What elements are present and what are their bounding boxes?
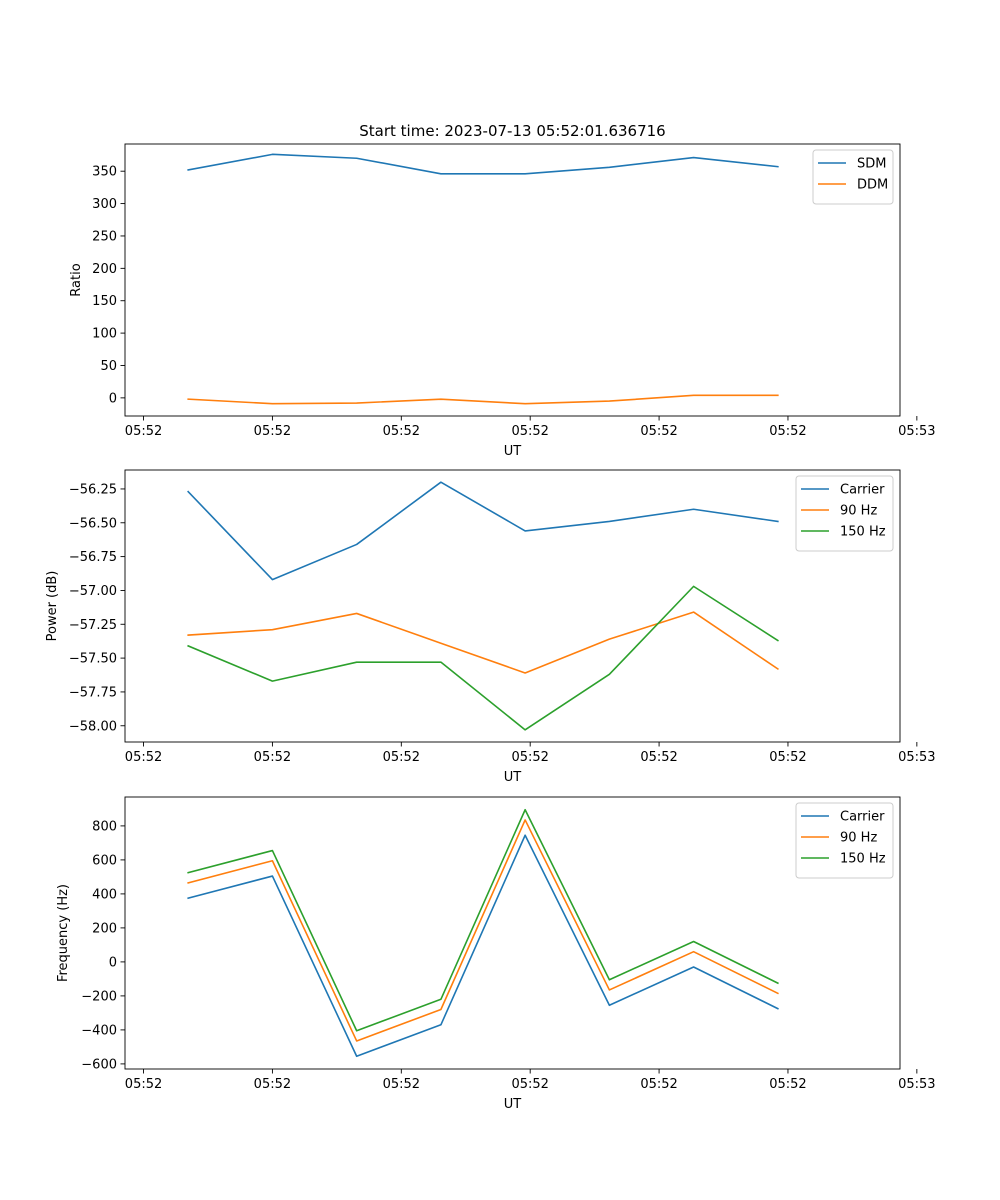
y-tick-label: −58.00 <box>69 719 117 734</box>
x-tick-label: 05:52 <box>383 424 420 439</box>
y-axis-label: Frequency (Hz) <box>56 884 71 982</box>
x-tick-label: 05:52 <box>511 424 548 439</box>
x-tick-label: 05:52 <box>769 424 806 439</box>
series-line-carrier <box>187 834 779 1058</box>
y-tick-label: −56.75 <box>69 550 117 565</box>
y-tick-label: 100 <box>92 327 117 342</box>
y-tick-label: 400 <box>92 887 117 902</box>
x-tick-label: 05:53 <box>898 1077 935 1092</box>
y-tick-label: 200 <box>92 921 117 936</box>
series-line-sdm <box>187 153 779 175</box>
x-tick-label: 05:53 <box>898 424 935 439</box>
legend-label-carrier: Carrier <box>840 810 885 825</box>
x-axis-label: UT <box>504 1097 522 1112</box>
x-tick-label: 05:52 <box>254 750 291 765</box>
y-tick-label: −57.25 <box>69 618 117 633</box>
x-axis-label: UT <box>504 444 522 459</box>
legend-label-150-hz: 150 Hz <box>840 852 886 867</box>
series-line-ddm <box>187 394 779 405</box>
y-tick-label: −56.25 <box>69 482 117 497</box>
x-tick-label: 05:52 <box>769 1077 806 1092</box>
x-tick-label: 05:52 <box>511 750 548 765</box>
legend-label-90-hz: 90 Hz <box>840 831 877 846</box>
legend-label-ddm: DDM <box>857 178 888 193</box>
x-tick-label: 05:52 <box>640 750 677 765</box>
y-tick-label: 300 <box>92 197 117 212</box>
x-tick-label: 05:52 <box>383 750 420 765</box>
plot-3: 05:52 05:52 05:52 05:52 05:52 05:52 05:53 −600 −… <box>56 796 936 1112</box>
x-tick-label: 05:52 <box>769 750 806 765</box>
legend-label-sdm: SDM <box>857 157 886 172</box>
x-tick-label: 05:52 <box>640 1077 677 1092</box>
chart-title: Start time: 2023-07-13 05:52:01.636716 <box>359 122 665 140</box>
x-tick-label: 05:52 <box>640 424 677 439</box>
axes-frame <box>124 796 901 1070</box>
x-tick-label: 05:52 <box>125 750 162 765</box>
y-tick-label: −57.00 <box>69 584 117 599</box>
legend-box <box>795 475 894 552</box>
x-tick-label: 05:52 <box>383 1077 420 1092</box>
y-axis-label: Power (dB) <box>45 571 60 642</box>
y-tick-label: −400 <box>81 1023 117 1038</box>
x-tick-label: 05:53 <box>898 750 935 765</box>
plot-2: 05:52 05:52 05:52 05:52 05:52 05:52 05:53 −58.0… <box>45 469 936 785</box>
series-line-90-hz <box>187 611 779 674</box>
y-tick-label: 800 <box>92 819 117 834</box>
y-tick-label: −200 <box>81 989 117 1004</box>
y-tick-label: 250 <box>92 229 117 244</box>
y-tick-label: −600 <box>81 1057 117 1072</box>
legend-box <box>795 802 894 879</box>
series-line-150-hz <box>187 808 779 1032</box>
axes-frame <box>124 469 901 743</box>
y-axis-label: Ratio <box>69 263 84 296</box>
series-line-carrier <box>187 481 779 581</box>
x-tick-label: 05:52 <box>125 424 162 439</box>
x-tick-label: 05:52 <box>254 424 291 439</box>
x-tick-label: 05:52 <box>125 1077 162 1092</box>
y-tick-label: −57.75 <box>69 685 117 700</box>
y-tick-label: 150 <box>92 294 117 309</box>
y-tick-label: 50 <box>100 359 117 374</box>
series-line-90-hz <box>187 819 779 1042</box>
y-tick-label: −56.50 <box>69 516 117 531</box>
x-axis-label: UT <box>504 770 522 785</box>
y-tick-label: 350 <box>92 165 117 180</box>
x-tick-label: 05:52 <box>511 1077 548 1092</box>
plot-1: 05:52 05:52 05:52 05:52 05:52 05:52 05:53 0 50 10… <box>69 143 936 459</box>
legend-label-150-hz: 150 Hz <box>840 525 886 540</box>
y-tick-label: 200 <box>92 262 117 277</box>
legend-label-90-hz: 90 Hz <box>840 504 877 519</box>
plots-container: 05:52 05:52 05:52 05:52 05:52 05:52 05:53 0 50 10… <box>45 143 936 1112</box>
y-tick-label: −57.50 <box>69 652 117 667</box>
axes-frame <box>124 143 901 417</box>
x-tick-label: 05:52 <box>254 1077 291 1092</box>
series-line-150-hz <box>187 585 779 731</box>
legend-label-carrier: Carrier <box>840 483 885 498</box>
y-tick-label: 0 <box>109 391 117 406</box>
y-tick-label: 600 <box>92 853 117 868</box>
y-tick-label: 0 <box>109 955 117 970</box>
